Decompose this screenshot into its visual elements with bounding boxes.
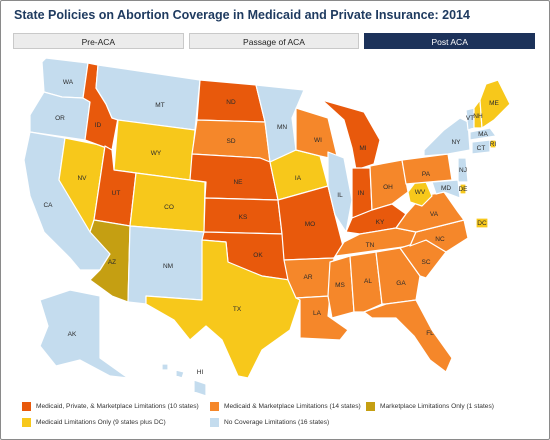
state-mi[interactable] xyxy=(321,99,381,171)
state-label-az: AZ xyxy=(108,259,116,266)
state-label-ia: IA xyxy=(295,175,302,182)
state-label-il: IL xyxy=(337,192,343,199)
state-ny[interactable] xyxy=(423,117,471,157)
state-label-pa: PA xyxy=(422,171,431,178)
state-tx[interactable] xyxy=(145,239,301,379)
state-label-mn: MN xyxy=(277,124,287,131)
tab-post-aca[interactable]: Post ACA xyxy=(364,33,536,49)
legend-swatch xyxy=(210,418,219,427)
legend-item: Medicaid & Marketplace Limitations (14 s… xyxy=(210,402,361,411)
state-label-sc: SC xyxy=(421,259,430,266)
state-fl[interactable] xyxy=(363,299,453,373)
legend-item: Marketplace Limitations Only (1 states) xyxy=(366,402,494,411)
legend-label: Medicaid, Private, & Marketplace Limitat… xyxy=(36,403,199,410)
tab-bar: Pre-ACA Passage of ACA Post ACA xyxy=(13,33,536,49)
legend-item: Medicaid, Private, & Marketplace Limitat… xyxy=(22,402,199,411)
state-label-la: LA xyxy=(313,310,322,317)
state-ct[interactable] xyxy=(471,139,491,155)
state-label-nj: NJ xyxy=(459,167,467,174)
legend-label: Medicaid & Marketplace Limitations (14 s… xyxy=(224,403,361,410)
state-label-ga: GA xyxy=(396,280,406,287)
state-label-ar: AR xyxy=(303,274,312,281)
tab-passage-of-aca[interactable]: Passage of ACA xyxy=(188,33,360,49)
state-label-dc: DC xyxy=(477,220,487,227)
state-label-oh: OH xyxy=(383,184,393,191)
state-label-co: CO xyxy=(164,204,174,211)
state-label-wv: WV xyxy=(415,189,426,196)
state-label-sd: SD xyxy=(226,138,235,145)
legend-item: Medicaid Limitations Only (9 states plus… xyxy=(22,418,166,427)
state-label-tx: TX xyxy=(233,306,242,313)
state-ma[interactable] xyxy=(469,127,497,141)
state-ia[interactable] xyxy=(269,149,329,201)
state-label-ri: RI xyxy=(490,141,497,148)
state-label-ne: NE xyxy=(233,179,243,186)
state-label-tn: TN xyxy=(366,242,375,249)
state-label-in: IN xyxy=(358,190,365,197)
state-ak[interactable] xyxy=(39,289,129,379)
state-pa[interactable] xyxy=(401,153,453,185)
state-de[interactable] xyxy=(459,183,467,195)
state-label-ut: UT xyxy=(112,190,121,197)
state-label-nc: NC xyxy=(435,236,445,243)
state-md[interactable] xyxy=(431,179,461,199)
state-me[interactable] xyxy=(479,79,511,129)
state-label-nv: NV xyxy=(77,175,87,182)
legend: Medicaid, Private, & Marketplace Limitat… xyxy=(22,402,522,434)
state-al[interactable] xyxy=(349,251,383,313)
state-label-mi: MI xyxy=(359,145,366,152)
state-label-mt: MT xyxy=(155,102,164,109)
legend-item: No Coverage Limitations (16 states) xyxy=(210,418,329,427)
legend-label: Medicaid Limitations Only (9 states plus… xyxy=(36,419,166,426)
state-label-ca: CA xyxy=(43,202,53,209)
legend-swatch xyxy=(210,402,219,411)
state-label-ky: KY xyxy=(376,219,385,226)
state-label-fl: FL xyxy=(426,330,434,337)
state-nj[interactable] xyxy=(457,157,469,183)
state-label-ms: MS xyxy=(335,282,345,289)
state-label-mo: MO xyxy=(305,221,315,228)
state-hi[interactable] xyxy=(161,363,207,397)
state-co[interactable] xyxy=(129,172,206,233)
state-label-ok: OK xyxy=(253,252,263,259)
state-label-wy: WY xyxy=(151,150,162,157)
state-label-or: OR xyxy=(55,115,65,122)
state-label-de: DE xyxy=(458,186,468,193)
page-title: State Policies on Abortion Coverage in M… xyxy=(14,8,470,22)
state-label-ks: KS xyxy=(239,214,248,221)
state-label-nh: NH xyxy=(473,113,483,120)
state-label-nd: ND xyxy=(226,99,236,106)
state-wa[interactable] xyxy=(41,57,89,99)
state-label-me: ME xyxy=(489,100,499,107)
state-label-vt: VT xyxy=(466,115,474,122)
state-dc[interactable] xyxy=(475,217,489,229)
state-label-wi: WI xyxy=(314,137,322,144)
state-ms[interactable] xyxy=(327,255,355,319)
state-oh[interactable] xyxy=(369,159,409,211)
state-label-ak: AK xyxy=(68,331,77,338)
state-va[interactable] xyxy=(395,191,465,233)
tab-pre-aca[interactable]: Pre-ACA xyxy=(13,33,184,49)
legend-label: No Coverage Limitations (16 states) xyxy=(224,419,330,426)
state-label-wa: WA xyxy=(63,79,74,86)
state-label-md: MD xyxy=(441,185,451,192)
state-label-nm: NM xyxy=(163,263,173,270)
state-label-ct: CT xyxy=(477,145,486,152)
legend-swatch xyxy=(366,402,375,411)
state-label-al: AL xyxy=(364,278,372,285)
state-label-id: ID xyxy=(95,122,102,129)
state-label-ma: MA xyxy=(478,131,488,138)
legend-swatch xyxy=(22,418,31,427)
legend-label: Marketplace Limitations Only (1 states) xyxy=(380,403,494,410)
state-label-va: VA xyxy=(430,211,439,218)
state-label-hi: HI xyxy=(197,369,204,376)
legend-swatch xyxy=(22,402,31,411)
state-label-ny: NY xyxy=(451,139,461,146)
